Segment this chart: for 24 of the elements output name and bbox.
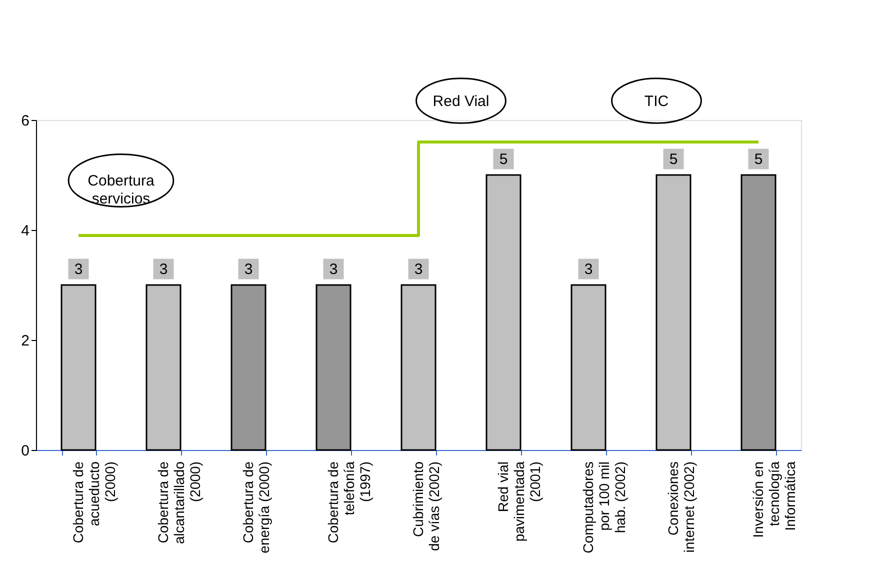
data-label: 3 (159, 261, 168, 278)
y-tick-label: 4 (21, 222, 30, 240)
data-label: 5 (499, 151, 508, 168)
x-tick-label: Cobertura de energía (2000) (240, 461, 272, 554)
data-label: 3 (414, 261, 423, 278)
y-tick-label: 0 (21, 442, 30, 460)
annotation: Cobertura servicios (88, 172, 156, 208)
data-label: 5 (754, 151, 763, 168)
x-tick-label: Computadores por 100 mil hab. (2002) (580, 462, 628, 554)
x-tick-label: Cobertura de telefonía (1997) (325, 461, 373, 544)
text: TIC (644, 92, 669, 110)
x-tick-label: Cobertura de alcantarillado (2000) (155, 461, 203, 544)
data-label: 3 (244, 261, 253, 278)
data-label: 3 (584, 261, 593, 278)
data-label: 3 (74, 261, 83, 278)
y-tick-label: 6 (21, 112, 30, 130)
x-tick-label: Cubrimiento de vías (2002) (410, 461, 442, 551)
data-label: 3 (329, 261, 338, 278)
text: Red Vial (432, 92, 490, 110)
x-tick-label: Red vial pavimentada (2001) (495, 461, 543, 542)
y-tick-label: 2 (21, 332, 30, 350)
x-tick-label: Cobertura de acueducto (2000) (70, 461, 118, 544)
x-tick-label: Conexiones internet (2002) (665, 462, 697, 553)
data-label: 5 (669, 151, 678, 168)
